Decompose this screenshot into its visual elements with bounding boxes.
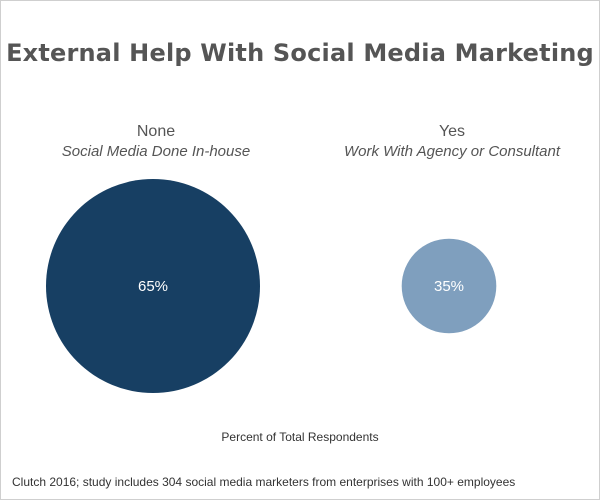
- source-note: Clutch 2016; study includes 304 social m…: [12, 475, 516, 489]
- category-sublabel-yes: Work With Agency or Consultant: [343, 143, 561, 160]
- category-label-none: None: [136, 123, 176, 140]
- bubble-value-label-yes: 35%: [434, 278, 464, 295]
- x-axis-label: Percent of Total Respondents: [221, 430, 379, 444]
- category-header-yes: Yes Work With Agency or Consultant: [302, 122, 600, 162]
- category-label-yes: Yes: [438, 123, 466, 140]
- bubble-none: [46, 179, 260, 393]
- bubble-yes: [401, 238, 497, 334]
- bubble-value-label-none: 65%: [138, 278, 168, 295]
- category-header-none: None Social Media Done In-house: [6, 122, 306, 162]
- chart-title: External Help With Social Media Marketin…: [6, 39, 594, 67]
- category-sublabel-none: Social Media Done In-house: [61, 143, 251, 160]
